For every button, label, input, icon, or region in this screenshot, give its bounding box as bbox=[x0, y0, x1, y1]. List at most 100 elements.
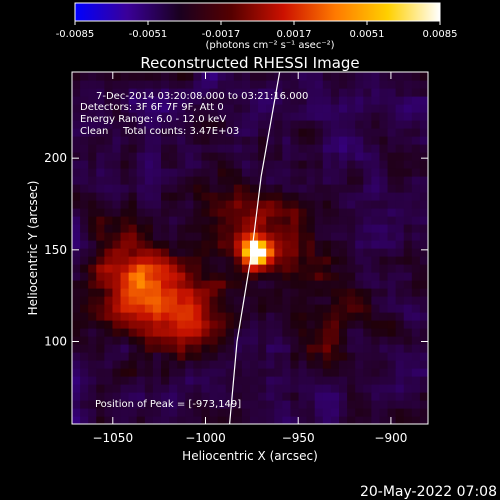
heatmap-pixel bbox=[209, 328, 219, 337]
heatmap-pixel bbox=[419, 120, 428, 129]
heatmap-pixel bbox=[347, 256, 356, 265]
heatmap-pixel bbox=[282, 80, 292, 89]
heatmap-pixel bbox=[185, 360, 194, 369]
heatmap-pixel bbox=[161, 208, 170, 217]
heatmap-pixel bbox=[363, 256, 372, 265]
heatmap-pixel bbox=[80, 88, 89, 97]
heatmap-pixel bbox=[250, 400, 259, 409]
heatmap-pixel bbox=[96, 192, 105, 201]
heatmap-pixel bbox=[387, 256, 397, 265]
heatmap-pixel bbox=[347, 240, 356, 249]
heatmap-pixel bbox=[96, 336, 105, 345]
heatmap-pixel bbox=[201, 408, 211, 417]
heatmap-pixel bbox=[169, 216, 178, 225]
heatmap-pixel bbox=[96, 280, 105, 289]
heatmap-pixel bbox=[266, 80, 275, 89]
heatmap-pixel bbox=[104, 264, 114, 273]
heatmap-pixel bbox=[298, 328, 308, 337]
heatmap-pixel bbox=[233, 104, 243, 113]
heatmap-pixel bbox=[193, 96, 203, 105]
heatmap-pixel bbox=[193, 264, 203, 273]
heatmap-pixel bbox=[355, 304, 364, 313]
heatmap-pixel bbox=[225, 128, 235, 137]
heatmap-pixel bbox=[363, 408, 372, 417]
heatmap-pixel bbox=[201, 384, 211, 393]
heatmap-pixel bbox=[144, 344, 154, 353]
heatmap-pixel bbox=[241, 176, 251, 185]
heatmap-pixel bbox=[217, 344, 227, 353]
heatmap-pixel bbox=[274, 376, 283, 385]
heatmap-pixel bbox=[217, 216, 227, 225]
heatmap-pixel bbox=[217, 200, 227, 209]
heatmap-pixel bbox=[355, 120, 364, 129]
heatmap-pixel bbox=[266, 328, 275, 337]
heatmap-pixel bbox=[217, 280, 227, 289]
heatmap-pixel bbox=[217, 232, 227, 241]
heatmap-pixel bbox=[250, 168, 259, 177]
heatmap-pixel bbox=[379, 344, 389, 353]
heatmap-pixel bbox=[144, 240, 154, 249]
heatmap-pixel bbox=[347, 184, 356, 193]
heatmap-pixel bbox=[72, 160, 81, 169]
heatmap-pixel bbox=[112, 192, 122, 201]
heatmap-pixel bbox=[233, 296, 243, 305]
heatmap-pixel bbox=[355, 96, 364, 105]
heatmap-pixel bbox=[136, 80, 146, 89]
heatmap-pixel bbox=[72, 312, 81, 321]
heatmap-pixel bbox=[128, 72, 138, 81]
heatmap-pixel bbox=[419, 224, 428, 233]
heatmap-pixel bbox=[266, 320, 275, 329]
heatmap-pixel bbox=[177, 408, 186, 417]
heatmap-pixel bbox=[411, 280, 421, 289]
heatmap-pixel bbox=[225, 144, 235, 153]
heatmap-pixel bbox=[250, 352, 259, 361]
heatmap-pixel bbox=[144, 112, 154, 121]
heatmap-pixel bbox=[96, 168, 105, 177]
heatmap-pixel bbox=[363, 144, 372, 153]
heatmap-pixel bbox=[161, 232, 170, 241]
heatmap-pixel bbox=[136, 128, 146, 137]
heatmap-pixel bbox=[152, 208, 162, 217]
heatmap-pixel bbox=[250, 200, 259, 209]
heatmap-pixel bbox=[282, 104, 292, 113]
heatmap-pixel bbox=[112, 272, 122, 281]
heatmap-pixel bbox=[241, 240, 251, 249]
heatmap-pixel bbox=[266, 104, 275, 113]
heatmap-pixel bbox=[72, 328, 81, 337]
heatmap-pixel bbox=[136, 376, 146, 385]
heatmap-pixel bbox=[274, 272, 283, 281]
heatmap-pixel bbox=[112, 232, 122, 241]
heatmap-pixel bbox=[193, 384, 203, 393]
heatmap-pixel bbox=[298, 120, 308, 129]
heatmap-pixel bbox=[379, 264, 389, 273]
heatmap-pixel bbox=[322, 112, 332, 121]
heatmap-pixel bbox=[241, 232, 251, 241]
heatmap-pixel bbox=[379, 152, 389, 161]
heatmap-pixel bbox=[161, 352, 170, 361]
heatmap-pixel bbox=[403, 384, 413, 393]
heatmap-pixel bbox=[411, 296, 421, 305]
heatmap-pixel bbox=[169, 240, 178, 249]
heatmap-pixel bbox=[193, 408, 203, 417]
heatmap-pixel bbox=[290, 320, 300, 329]
heatmap-pixel bbox=[411, 304, 421, 313]
heatmap-pixel bbox=[322, 144, 332, 153]
heatmap-pixel bbox=[347, 208, 356, 217]
heatmap-pixel bbox=[339, 360, 348, 369]
heatmap-pixel bbox=[169, 168, 178, 177]
heatmap-pixel bbox=[169, 192, 178, 201]
heatmap-pixel bbox=[185, 296, 194, 305]
heatmap-pixel bbox=[290, 304, 300, 313]
heatmap-pixel bbox=[128, 224, 138, 233]
heatmap-pixel bbox=[387, 296, 397, 305]
heatmap-pixel bbox=[347, 304, 356, 313]
heatmap-pixel bbox=[177, 272, 186, 281]
heatmap-pixel bbox=[371, 224, 381, 233]
heatmap-pixel bbox=[355, 160, 364, 169]
heatmap-pixel bbox=[144, 392, 154, 401]
heatmap-pixel bbox=[282, 416, 292, 424]
heatmap-pixel bbox=[403, 144, 413, 153]
heatmap-pixel bbox=[96, 248, 105, 257]
heatmap-pixel bbox=[104, 328, 114, 337]
heatmap-pixel bbox=[185, 112, 194, 121]
